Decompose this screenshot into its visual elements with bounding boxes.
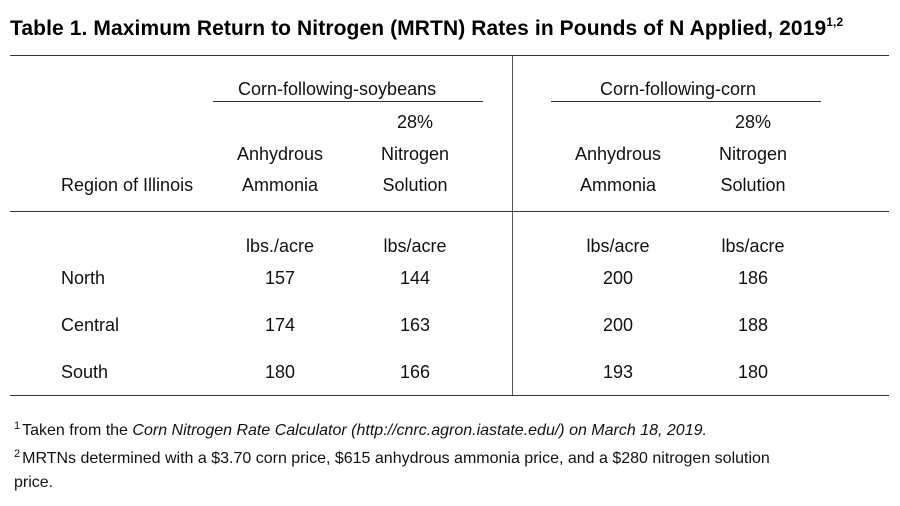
cell-value: 200 — [602, 315, 634, 335]
vertical-divider — [512, 56, 513, 395]
group-underline-soybeans — [213, 101, 483, 102]
title-superscript: 1,2 — [826, 15, 844, 29]
footnote-1-source: Corn Nitrogen Rate Calculator (http://cn… — [132, 422, 707, 439]
cell-value: 188 — [737, 315, 769, 335]
bottom-rule — [10, 395, 889, 396]
cell-value: 163 — [399, 315, 431, 335]
row-region-label: North — [61, 268, 106, 288]
group-header-soybeans: Corn-following-soybeans — [238, 79, 437, 99]
cell-value: 144 — [399, 268, 431, 288]
row-region-label: South — [61, 362, 109, 382]
group-header-corn: Corn-following-corn — [600, 79, 757, 99]
header-rule — [10, 211, 889, 212]
col4-header-line2: Nitrogen — [718, 144, 788, 164]
col2-header-line2: Nitrogen — [380, 144, 450, 164]
col4-header-line1: 28% — [734, 112, 772, 132]
cell-value: 166 — [399, 362, 431, 382]
col3-header-line2: Anhydrous — [574, 144, 662, 164]
cell-value: 193 — [602, 362, 634, 382]
cell-value: 157 — [264, 268, 296, 288]
footnote-1: 1 Taken from the Corn Nitrogen Rate Calcu… — [14, 420, 707, 440]
footnote-2: 2 MRTNs determined with a $3.70 corn pric… — [14, 448, 770, 468]
footnote-2-marker: 2 — [14, 448, 21, 460]
col3-header-line3: Ammonia — [579, 175, 657, 195]
units-col4: lbs/acre — [721, 236, 785, 256]
cell-value: 180 — [264, 362, 296, 382]
cell-value: 200 — [602, 268, 634, 288]
region-header: Region of Illinois — [61, 175, 194, 195]
units-col2: lbs/acre — [383, 236, 447, 256]
group-underline-corn — [551, 101, 821, 102]
col1-header-line3: Ammonia — [241, 175, 319, 195]
col1-header-line2: Anhydrous — [236, 144, 324, 164]
col4-header-line3: Solution — [720, 175, 786, 195]
footnote-1-text: Taken from the — [22, 422, 133, 439]
cell-value: 180 — [737, 362, 769, 382]
footnote-2-text: MRTNs determined with a $3.70 corn price… — [22, 450, 770, 467]
col2-header-line1: 28% — [396, 112, 434, 132]
units-col1: lbs./acre — [245, 236, 315, 256]
units-col3: lbs/acre — [586, 236, 650, 256]
cell-value: 174 — [264, 315, 296, 335]
row-region-label: Central — [61, 315, 120, 335]
table-title: Table 1. Maximum Return to Nitrogen (MRT… — [10, 15, 844, 41]
col2-header-line3: Solution — [382, 175, 448, 195]
footnote-2-continued: price. — [14, 474, 54, 491]
table-title-text: Table 1. Maximum Return to Nitrogen (MRT… — [10, 17, 827, 40]
top-rule — [10, 55, 889, 56]
footnote-1-marker: 1 — [14, 420, 21, 432]
cell-value: 186 — [737, 268, 769, 288]
